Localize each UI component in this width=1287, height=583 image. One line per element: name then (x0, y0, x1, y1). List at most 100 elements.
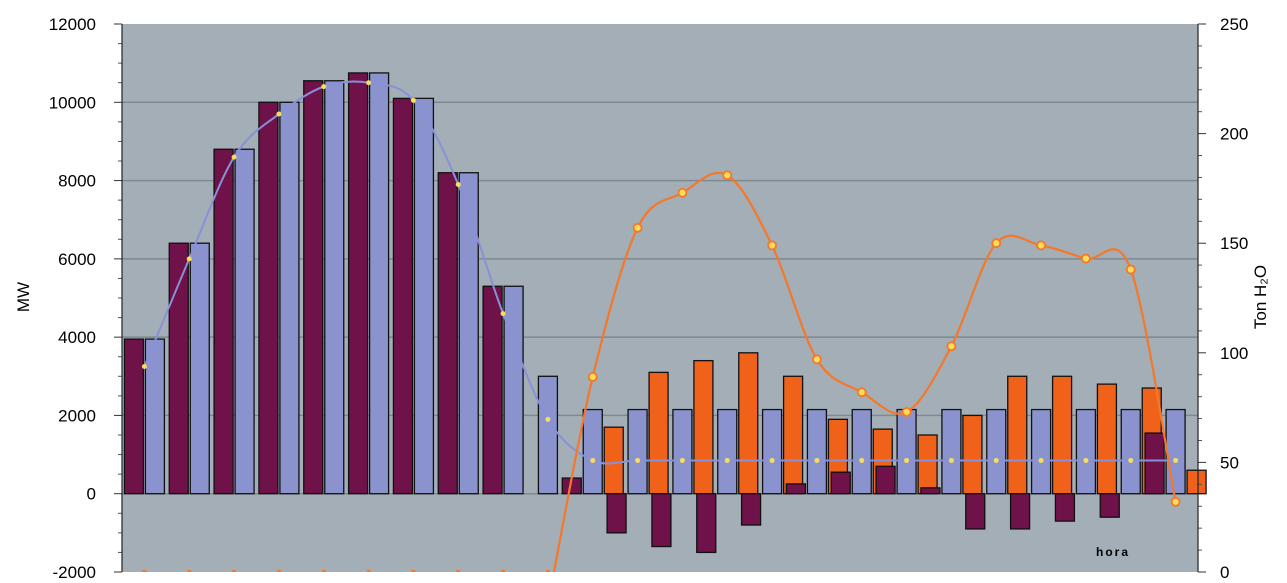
bar (482, 285, 503, 495)
line-point-power (1173, 457, 1179, 463)
y-tick-label: 10000 (49, 93, 96, 112)
bar (189, 242, 210, 495)
y2-axis-label: Ton H₂O (1251, 265, 1270, 329)
bar (606, 493, 627, 534)
bar (537, 375, 559, 495)
y-tick-label: 8000 (58, 172, 96, 191)
line-point-power (366, 80, 372, 86)
line-point-water (1170, 496, 1181, 507)
bar (1099, 493, 1120, 518)
bar (1186, 469, 1207, 495)
line-point-power (904, 457, 910, 463)
line-point-water (767, 240, 777, 251)
bar (1009, 493, 1031, 530)
line-point-water (1125, 264, 1136, 275)
y2-tick-label: 100 (1220, 344, 1248, 363)
line-point-water (677, 187, 688, 198)
line-point-power (814, 457, 820, 463)
x-axis-label: hora (1096, 545, 1130, 559)
bar (1096, 383, 1118, 495)
bar (1051, 375, 1073, 495)
bar (458, 172, 479, 495)
bar (648, 371, 669, 495)
bar (806, 408, 828, 495)
line-point-power (141, 364, 147, 369)
y-tick-label: 6000 (58, 250, 96, 269)
bar (696, 493, 717, 554)
bar (1165, 408, 1186, 495)
y-tick-label: 4000 (58, 328, 96, 347)
y-tick-label: 12000 (49, 15, 96, 34)
line-point-water (1036, 240, 1046, 251)
bar (503, 285, 524, 495)
bar (1030, 408, 1052, 495)
bar (875, 465, 896, 495)
bar (830, 471, 851, 495)
bar (279, 101, 300, 495)
bar (324, 80, 345, 495)
bar (738, 352, 759, 495)
bar (144, 338, 166, 495)
line-point-power (321, 84, 327, 90)
bar (1075, 408, 1097, 495)
line-point-power (1038, 457, 1044, 463)
bar (651, 493, 672, 548)
line-point-power (186, 256, 192, 262)
bar (761, 408, 783, 495)
line-point-water (856, 387, 867, 398)
line-point-water (722, 170, 733, 181)
line-point-power (948, 457, 954, 463)
line-point-water (812, 354, 822, 365)
bar (1120, 408, 1141, 495)
line-point-water (587, 372, 598, 382)
bar (437, 172, 458, 495)
bar (234, 148, 255, 495)
bar (582, 408, 603, 495)
y2-tick-label: 0 (1220, 563, 1229, 578)
y-axis-label: MW (14, 282, 33, 312)
line-point-power (231, 154, 237, 160)
line-point-power (410, 97, 416, 103)
line-point-water (632, 222, 643, 233)
line-point-power (1083, 457, 1089, 463)
line-point-power (724, 457, 730, 463)
bar (693, 359, 714, 495)
line-point-power (769, 457, 775, 463)
bar (917, 434, 938, 495)
line-point-power (859, 457, 865, 463)
line-point-power (455, 181, 461, 187)
bar (896, 408, 917, 495)
bar (413, 97, 435, 495)
bar (851, 408, 872, 495)
bar (168, 242, 189, 495)
line-point-power (276, 111, 282, 117)
bar (627, 408, 648, 495)
y2-tick-label: 150 (1220, 234, 1248, 253)
y2-tick-label: 250 (1220, 15, 1248, 34)
bar (347, 72, 369, 495)
y-tick-label: 0 (87, 485, 96, 504)
y2-tick-label: 200 (1220, 125, 1248, 144)
bar (672, 408, 693, 495)
line-point-water (901, 407, 912, 417)
bar (920, 487, 941, 495)
line-point-power (590, 457, 596, 463)
bar (392, 97, 414, 495)
bar (1054, 493, 1076, 522)
bar (258, 101, 279, 495)
bar (986, 408, 1007, 495)
bar (962, 414, 983, 495)
line-point-power (635, 457, 641, 463)
bar (213, 148, 234, 495)
y-tick-label: -2000 (53, 563, 96, 578)
bar (603, 426, 624, 495)
bar (368, 72, 390, 495)
y-tick-label: 2000 (58, 406, 96, 425)
line-point-power (500, 311, 506, 317)
bar (1007, 375, 1028, 495)
line-point-power (1128, 457, 1134, 463)
line-point-water (991, 238, 1002, 249)
line-point-water (1081, 253, 1091, 264)
